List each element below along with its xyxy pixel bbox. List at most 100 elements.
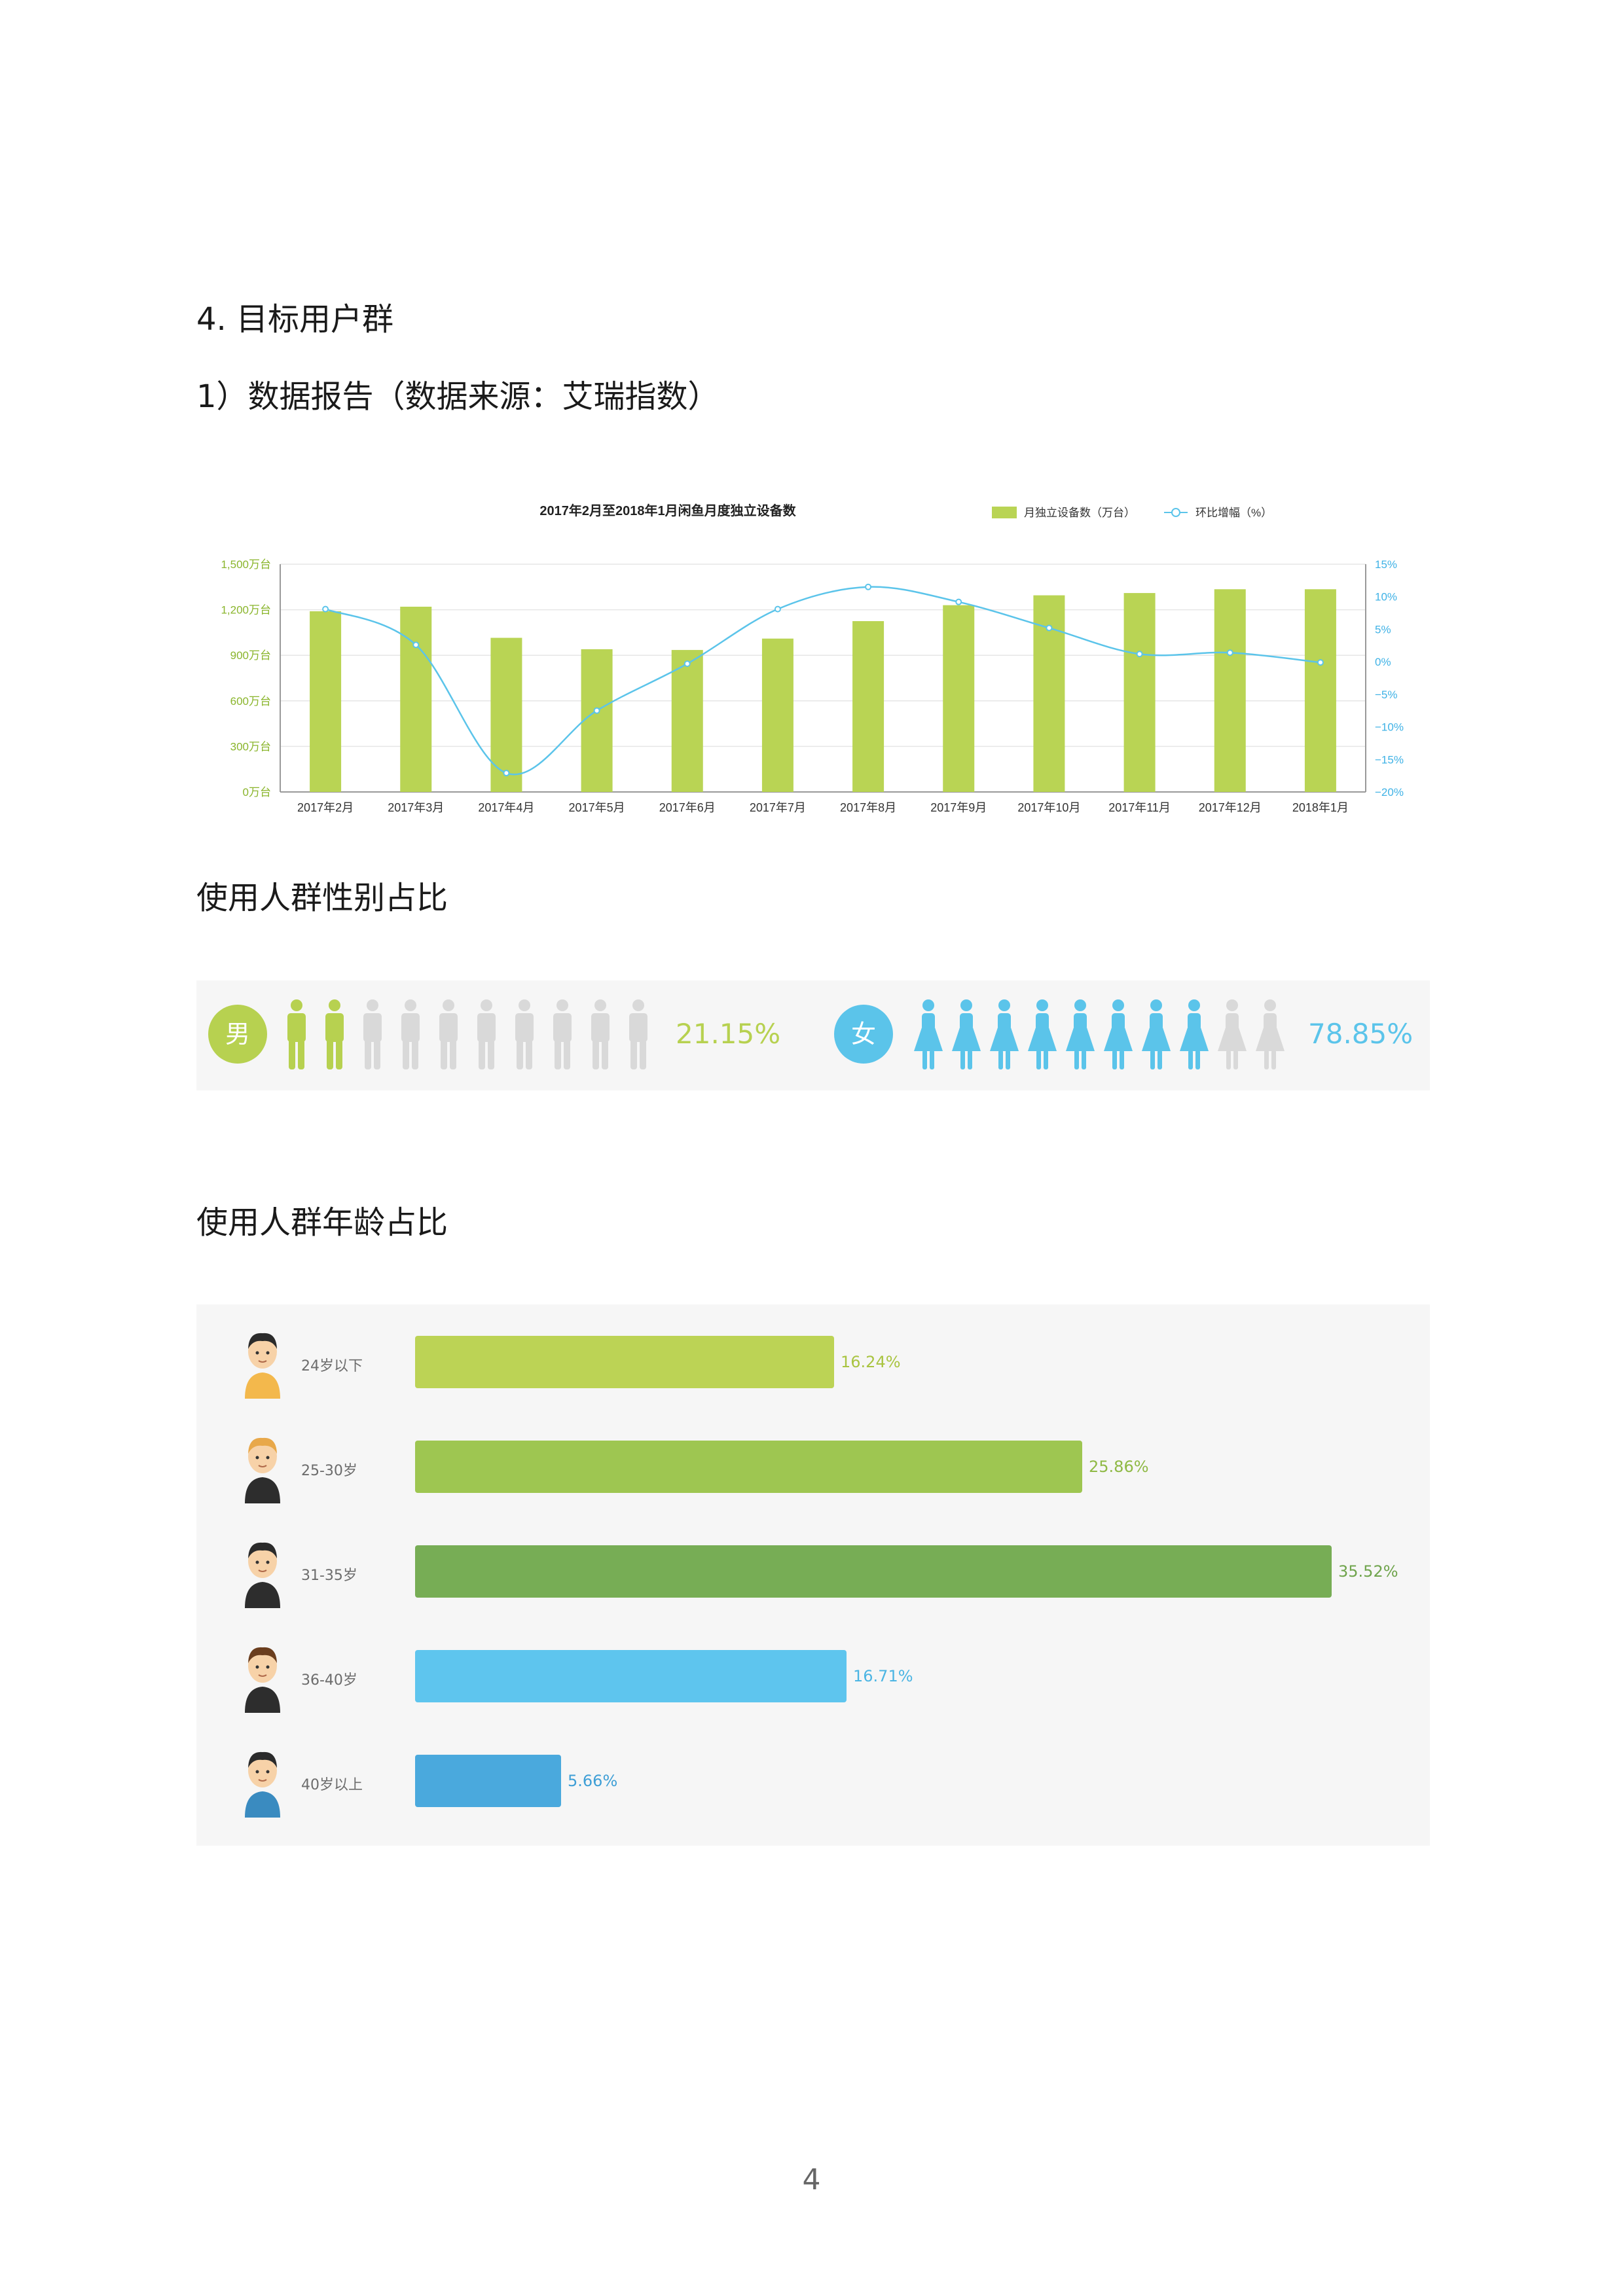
age-panel: 24岁以下 16.24% 25-30岁 25.86% 31-35岁 35.52% 36-40… <box>196 1304 1430 1846</box>
bar-3 <box>490 637 522 792</box>
age-bar-value: 35.52% <box>1338 1562 1398 1581</box>
legend-line-marker <box>1171 508 1180 517</box>
male-person-icon <box>323 999 346 1072</box>
female-person-icon <box>1180 999 1209 1072</box>
age-label: 36-40岁 <box>301 1672 357 1689</box>
male-person-icon <box>513 999 536 1072</box>
bar-10 <box>1123 593 1156 792</box>
male-person-icon <box>627 999 649 1072</box>
age-bar-value: 5.66% <box>568 1772 618 1790</box>
age-bar <box>415 1650 847 1702</box>
age-avatar-icon <box>240 1325 285 1399</box>
age-avatar-icon <box>240 1430 285 1503</box>
male-person-icon <box>437 999 460 1072</box>
x-tick-label: 2017年8月 <box>840 801 896 814</box>
male-person-icon <box>399 999 422 1072</box>
female-person-icon <box>1218 999 1247 1072</box>
female-person-icon <box>952 999 981 1072</box>
age-label: 25-30岁 <box>301 1463 357 1479</box>
x-tick-label: 2017年7月 <box>750 801 806 814</box>
female-person-icon <box>1028 999 1057 1072</box>
x-tick-label: 2017年10月 <box>1017 801 1080 814</box>
x-tick-label: 2018年1月 <box>1292 801 1349 814</box>
female-person-icon <box>990 999 1019 1072</box>
age-bar <box>415 1755 561 1807</box>
age-bar <box>415 1336 834 1388</box>
male-person-icon <box>361 999 384 1072</box>
age-label: 31-35岁 <box>301 1568 357 1584</box>
age-label: 40岁以上 <box>301 1777 363 1793</box>
age-label: 24岁以下 <box>301 1358 363 1374</box>
male-badge: 男 <box>208 1005 267 1064</box>
y-tick-label: 600万台 <box>230 695 271 708</box>
female-person-icon <box>1256 999 1285 1072</box>
female-percent: 78.85% <box>1308 1018 1413 1050</box>
age-heading: 使用人群年龄占比 <box>196 1204 448 1241</box>
female-person-icon <box>1104 999 1133 1072</box>
growth-point-5 <box>684 660 691 668</box>
female-badge: 女 <box>834 1005 893 1064</box>
bar-4 <box>581 649 613 792</box>
male-person-icon <box>551 999 574 1072</box>
device-count-chart: 2017年2月至2018年1月闲鱼月度独立设备数 月独立设备数（万台） 环比增幅（%… <box>221 503 1404 814</box>
x-tick-label: 2017年6月 <box>659 801 716 814</box>
y2-tick-label: −10% <box>1375 721 1404 734</box>
growth-point-11 <box>1226 649 1233 656</box>
male-percent: 21.15% <box>676 1018 781 1050</box>
y-tick-label: 1,500万台 <box>221 558 271 571</box>
x-tick-label: 2017年12月 <box>1199 801 1262 814</box>
growth-point-8 <box>955 598 962 605</box>
growth-point-9 <box>1046 624 1053 632</box>
bar-1 <box>310 611 342 792</box>
growth-point-7 <box>865 583 872 590</box>
growth-point-1 <box>322 605 329 613</box>
gender-panel: 男 21.15% 女 78.85% <box>196 980 1430 1090</box>
y2-tick-label: −20% <box>1375 786 1404 798</box>
y2-tick-label: 0% <box>1375 656 1391 668</box>
bar-7 <box>852 621 884 792</box>
y2-tick-label: −5% <box>1375 689 1398 701</box>
growth-point-10 <box>1136 651 1143 658</box>
age-bar-value: 16.71% <box>853 1667 913 1685</box>
y-tick-label: 900万台 <box>230 649 271 662</box>
bar-11 <box>1214 589 1246 792</box>
growth-point-3 <box>503 770 510 777</box>
bar-6 <box>761 638 793 792</box>
growth-point-4 <box>593 707 600 714</box>
x-tick-label: 2017年9月 <box>930 801 987 814</box>
y-tick-label: 300万台 <box>230 740 271 753</box>
y2-tick-label: −15% <box>1375 753 1404 766</box>
male-person-icon <box>589 999 611 1072</box>
legend-line-label: 环比增幅（%） <box>1195 507 1272 519</box>
female-person-icon <box>1066 999 1095 1072</box>
y2-tick-label: 10% <box>1375 591 1397 603</box>
page-number: 4 <box>802 2163 821 2197</box>
x-tick-label: 2017年5月 <box>569 801 625 814</box>
growth-point-2 <box>412 641 420 649</box>
age-avatar-icon <box>240 1640 285 1713</box>
age-bar <box>415 1441 1082 1493</box>
y2-tick-label: 15% <box>1375 558 1397 571</box>
y-tick-label: 1,200万台 <box>221 604 271 617</box>
y2-tick-label: 5% <box>1375 623 1391 636</box>
report-heading: 1）数据报告（数据来源：艾瑞指数） <box>196 378 720 415</box>
female-person-icon <box>1142 999 1171 1072</box>
bar-8 <box>943 605 975 792</box>
age-avatar-icon <box>240 1535 285 1608</box>
male-person-icon <box>285 999 308 1072</box>
x-tick-label: 2017年3月 <box>388 801 444 814</box>
gender-heading: 使用人群性别占比 <box>196 880 448 916</box>
age-bar-value: 25.86% <box>1089 1458 1149 1476</box>
chart-title: 2017年2月至2018年1月闲鱼月度独立设备数 <box>539 503 796 518</box>
age-bar <box>415 1545 1332 1598</box>
growth-point-12 <box>1317 659 1324 666</box>
age-avatar-icon <box>240 1744 285 1818</box>
male-person-icon <box>475 999 498 1072</box>
legend-bar-label: 月独立设备数（万台） <box>1024 507 1135 519</box>
x-tick-label: 2017年4月 <box>478 801 534 814</box>
x-tick-label: 2017年2月 <box>297 801 354 814</box>
x-tick-label: 2017年11月 <box>1108 801 1171 814</box>
age-bar-value: 16.24% <box>841 1353 901 1371</box>
growth-point-6 <box>774 605 781 613</box>
female-person-icon <box>914 999 943 1072</box>
